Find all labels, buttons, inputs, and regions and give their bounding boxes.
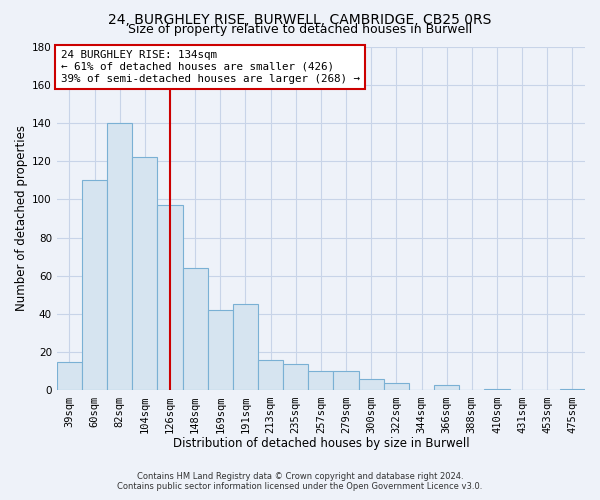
- Bar: [82, 180, 107, 390]
- Text: 24 BURGHLEY RISE: 134sqm
← 61% of detached houses are smaller (426)
39% of semi-: 24 BURGHLEY RISE: 134sqm ← 61% of detach…: [61, 50, 359, 84]
- X-axis label: Distribution of detached houses by size in Burwell: Distribution of detached houses by size …: [173, 437, 469, 450]
- Bar: [258, 360, 283, 390]
- Bar: [560, 388, 585, 390]
- Bar: [132, 158, 157, 390]
- Bar: [233, 304, 258, 390]
- Bar: [157, 205, 182, 390]
- Bar: [359, 379, 384, 390]
- Bar: [334, 372, 359, 390]
- Y-axis label: Number of detached properties: Number of detached properties: [15, 126, 28, 312]
- Text: Size of property relative to detached houses in Burwell: Size of property relative to detached ho…: [128, 22, 472, 36]
- Bar: [484, 388, 509, 390]
- Bar: [283, 364, 308, 390]
- Text: 24, BURGHLEY RISE, BURWELL, CAMBRIDGE, CB25 0RS: 24, BURGHLEY RISE, BURWELL, CAMBRIDGE, C…: [109, 12, 491, 26]
- Bar: [308, 372, 334, 390]
- Bar: [384, 383, 409, 390]
- Bar: [57, 362, 82, 390]
- Text: Contains HM Land Registry data © Crown copyright and database right 2024.
Contai: Contains HM Land Registry data © Crown c…: [118, 472, 482, 491]
- Bar: [208, 310, 233, 390]
- Bar: [182, 268, 208, 390]
- Bar: [107, 123, 132, 390]
- Bar: [434, 384, 459, 390]
